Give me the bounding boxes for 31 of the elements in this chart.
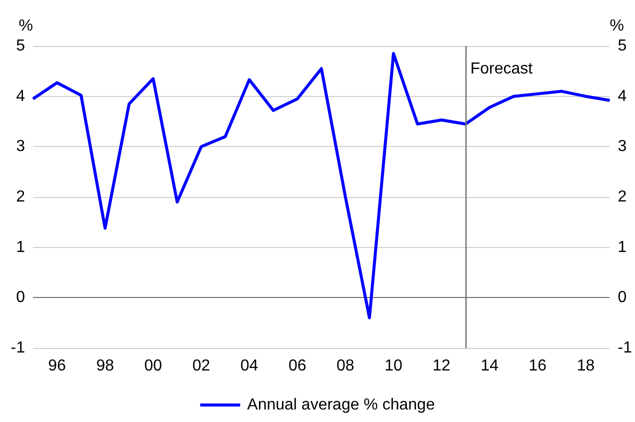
y2-tick-label: 2 [618, 188, 627, 206]
line-series [32, 52, 612, 320]
x-tick-label: 08 [336, 358, 354, 374]
x-tick-label: 14 [480, 358, 499, 374]
y2-tick-label: -1 [618, 340, 632, 356]
y2-tick-label: 1 [618, 238, 627, 256]
x-tick-label: 98 [96, 358, 114, 374]
y-tick-label: 0 [16, 289, 26, 306]
y2-tick-label: 3 [618, 138, 627, 156]
y2-tick-label: 5 [618, 38, 627, 54]
y2-tick-label: 4 [618, 88, 627, 105]
y-tick-label: 4 [16, 88, 26, 105]
x-tick-label: 04 [240, 358, 258, 374]
legend-label: Annual average % change [247, 396, 435, 414]
x-tick-label: 02 [192, 358, 210, 374]
y-tick-label: -1 [10, 340, 26, 356]
y-tick-label: 2 [16, 188, 26, 206]
x-tick-label: 10 [384, 358, 402, 374]
x-tick-label: 00 [144, 358, 162, 374]
x-tick-label: 96 [48, 358, 66, 374]
y2-axis-title: % [610, 18, 624, 34]
x-tick-label: 06 [288, 358, 306, 374]
y-tick-label: 3 [16, 138, 26, 156]
x-tick-label: 18 [576, 358, 595, 374]
y-tick-label: 5 [16, 38, 26, 54]
x-tick-label: 16 [528, 358, 547, 374]
ref-line-label: Forecast [470, 60, 534, 78]
y-axis-title: % [18, 18, 33, 34]
y2-tick-label: 0 [618, 289, 627, 306]
y-tick-label: 1 [16, 238, 26, 256]
x-tick-label: 12 [432, 358, 451, 374]
